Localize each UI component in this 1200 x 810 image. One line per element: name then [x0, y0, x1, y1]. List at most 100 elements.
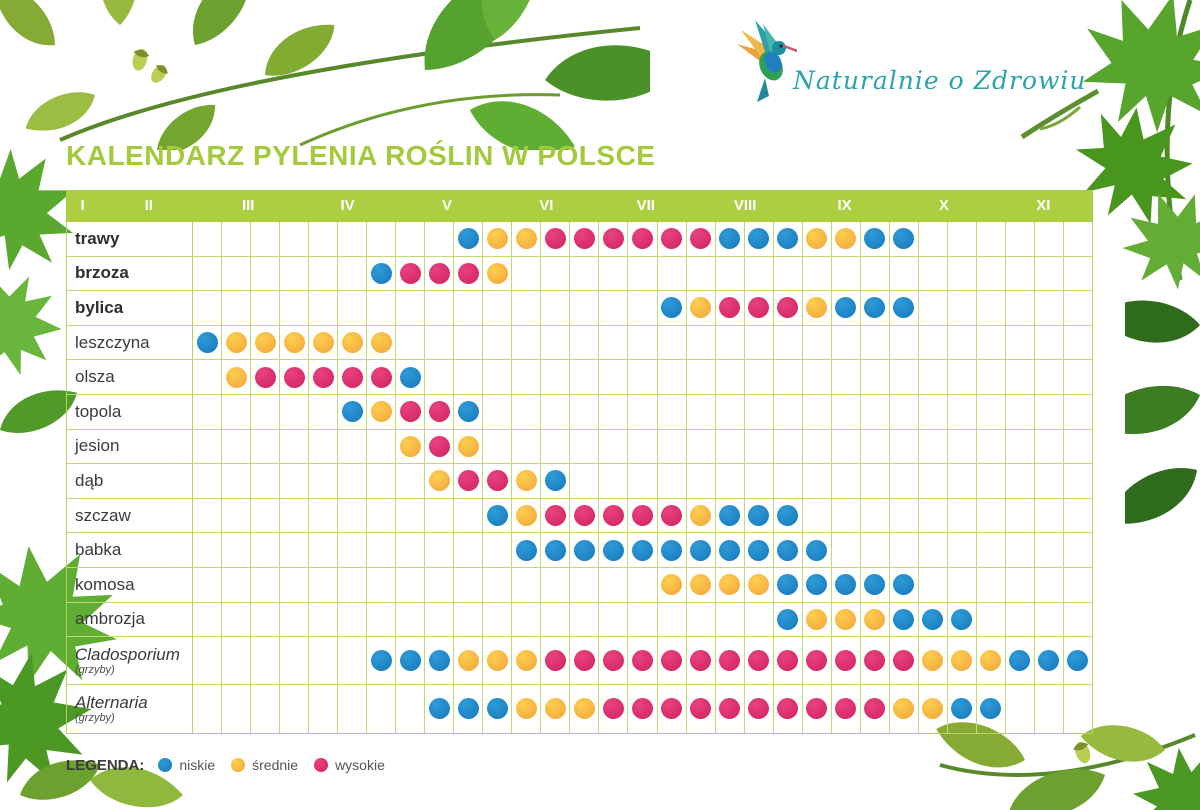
table-row-olsza: olsza [67, 360, 1092, 395]
pollen-dot-wysokie [748, 698, 770, 720]
cell [861, 325, 890, 360]
cell [803, 325, 832, 360]
cell [599, 256, 629, 291]
pollen-dot-niskie [196, 332, 218, 354]
row-cells [193, 291, 1092, 325]
cell [628, 222, 658, 256]
cell [774, 256, 803, 291]
row-label-text: trawy [75, 228, 120, 248]
cell [948, 222, 977, 256]
pollen-dot-średnie [515, 228, 537, 250]
cell [570, 464, 600, 498]
table-row-dąb: dąb [67, 464, 1092, 499]
pollen-dot-wysokie [544, 505, 566, 527]
pollen-dot-wysokie [573, 505, 595, 527]
pollen-dot-wysokie [748, 650, 770, 672]
cell [396, 637, 426, 684]
pollen-dot-wysokie [661, 698, 683, 720]
cell [1064, 464, 1092, 498]
cell [396, 567, 426, 602]
pollen-dot-wysokie [428, 401, 450, 423]
cell [716, 325, 745, 360]
cell [832, 256, 861, 291]
cell [367, 567, 397, 602]
pollen-dot-wysokie [544, 228, 566, 250]
row-label-text: komosa [75, 574, 135, 594]
cell [658, 464, 687, 498]
cell [832, 429, 861, 464]
cell [1006, 222, 1035, 256]
cell [541, 325, 571, 360]
cell [803, 602, 832, 637]
cell [280, 325, 310, 360]
cell [919, 291, 948, 325]
cell [454, 637, 484, 684]
cell [628, 394, 658, 429]
pollen-dot-wysokie [283, 366, 305, 388]
cell [396, 291, 426, 325]
cell [658, 394, 687, 429]
cell [948, 256, 977, 291]
cell [890, 637, 919, 684]
row-label-text: leszczyna [75, 332, 150, 352]
cell [454, 325, 484, 360]
cell [948, 533, 977, 567]
pollen-dot-wysokie [864, 698, 886, 720]
cell [222, 533, 252, 567]
cell [425, 498, 455, 533]
pollen-dot-średnie [225, 366, 247, 388]
cell [222, 602, 252, 637]
cell [454, 464, 484, 498]
cell [280, 291, 310, 325]
cell [396, 602, 426, 637]
pollen-dot-wysokie [428, 262, 450, 284]
pollen-dot-średnie [486, 650, 508, 672]
pollen-dot-średnie [312, 332, 334, 354]
cell [222, 637, 252, 684]
cell [222, 222, 252, 256]
pollen-dot-średnie [661, 574, 683, 596]
pollen-dot-niskie [835, 297, 857, 319]
cell [774, 291, 803, 325]
row-cells [193, 360, 1092, 394]
cell [512, 684, 542, 733]
cell [745, 325, 774, 360]
cell [454, 498, 484, 533]
cell [687, 325, 716, 360]
cell [541, 498, 571, 533]
pollen-dot-wysokie [631, 698, 653, 720]
row-label: ambrozja [67, 602, 193, 637]
pollen-dot-niskie [515, 539, 537, 561]
pollen-dot-wysokie [428, 435, 450, 457]
pollen-dot-wysokie [806, 650, 828, 672]
cell [1035, 684, 1064, 733]
cell [251, 498, 281, 533]
cell [251, 325, 281, 360]
cell [425, 429, 455, 464]
cell [570, 684, 600, 733]
pollen-dot-niskie [893, 297, 915, 319]
pollen-dot-wysokie [719, 650, 741, 672]
cell [512, 567, 542, 602]
cell [483, 602, 513, 637]
pollen-dot-średnie [515, 505, 537, 527]
row-cells [193, 256, 1092, 291]
cell [832, 325, 861, 360]
cell [803, 533, 832, 567]
cell [1035, 567, 1064, 602]
cell [193, 533, 223, 567]
cell [396, 222, 426, 256]
cell [193, 637, 223, 684]
row-label-text: topola [75, 401, 122, 421]
cell [948, 325, 977, 360]
pollen-dot-niskie [893, 228, 915, 250]
cell [193, 602, 223, 637]
cell [716, 533, 745, 567]
cell [716, 498, 745, 533]
cell [570, 429, 600, 464]
pollen-dot-wysokie [544, 650, 566, 672]
cell [251, 394, 281, 429]
cell [716, 222, 745, 256]
pollen-dot-wysokie [719, 698, 741, 720]
pollen-dot-średnie [719, 574, 741, 596]
